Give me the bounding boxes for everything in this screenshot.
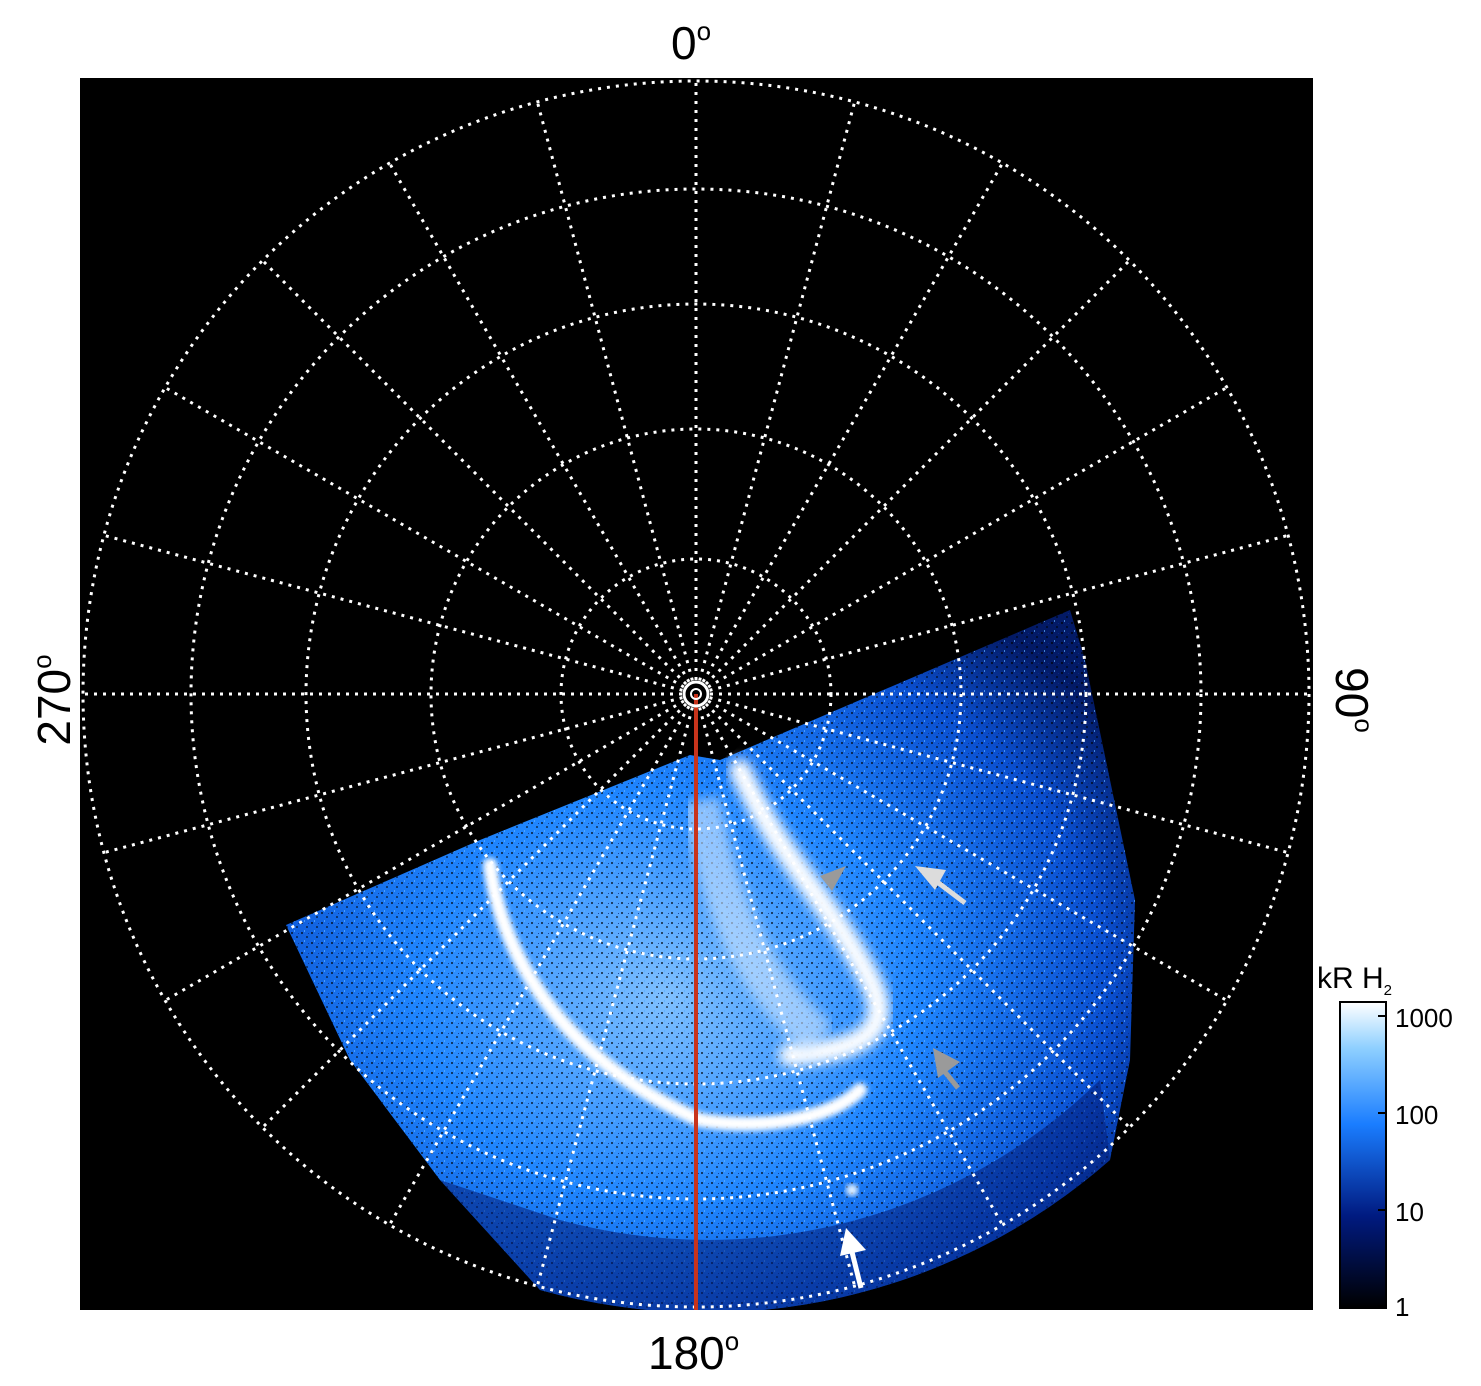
- longitude-line: [103, 533, 683, 692]
- auroral-arc-inner: [729, 759, 890, 1066]
- longitude-line: [698, 101, 857, 681]
- longitude-line: [704, 259, 1131, 686]
- longitude-line: [701, 705, 1004, 1226]
- longitude-line: [535, 101, 694, 681]
- gray-arrow-icon: [820, 866, 846, 891]
- pole-marker: [682, 680, 710, 708]
- colorbar-tick-label: 1: [1395, 1292, 1410, 1322]
- gray-arrow-icon: [933, 1048, 960, 1090]
- colorbar-tick-label: 10: [1395, 1197, 1424, 1227]
- longitude-line: [698, 707, 857, 1287]
- longitude-line: [707, 699, 1228, 1002]
- longitude-line: [388, 162, 691, 683]
- emission-noise-texture: [286, 610, 1135, 1310]
- latitude-circle: [81, 79, 1311, 1309]
- pole-gap: [694, 709, 742, 757]
- angle-label-270: 270o: [27, 654, 80, 746]
- longitude-line: [709, 533, 1289, 692]
- colorbar: [1339, 1001, 1387, 1309]
- colorbar-tick-label: 1000: [1395, 1003, 1453, 1033]
- longitude-line: [164, 386, 685, 689]
- longitude-line: [388, 705, 691, 1226]
- longitude-line: [704, 702, 1131, 1129]
- outer-dim-band: [440, 1080, 1110, 1310]
- colorbar-ticks: [1378, 1015, 1386, 1307]
- angle-label-90: 90o: [1326, 667, 1379, 733]
- longitude-line: [709, 696, 1289, 855]
- angle-label-180: 180o: [648, 1326, 740, 1379]
- longitude-line: [261, 259, 688, 686]
- longitude-line: [707, 386, 1228, 689]
- auroral-diffuse-glow: [680, 796, 834, 1056]
- polar-grid: [81, 79, 1311, 1309]
- longitude-line: [535, 707, 694, 1287]
- longitude-line: [701, 162, 1004, 683]
- angle-label-0: 0o: [671, 16, 712, 69]
- longitude-line: [164, 699, 685, 1002]
- longitude-line: [103, 696, 683, 855]
- white-arrow-icon: [840, 1228, 866, 1289]
- colorbar-tick-label: 100: [1395, 1100, 1439, 1130]
- longitude-line: [261, 702, 688, 1129]
- emission-spot: [846, 1184, 858, 1196]
- latitude-circle: [559, 557, 833, 831]
- main-auroral-oval: [483, 858, 867, 1131]
- white-arrow-icon: [915, 866, 967, 905]
- colorbar-title: kR H2: [1317, 962, 1393, 999]
